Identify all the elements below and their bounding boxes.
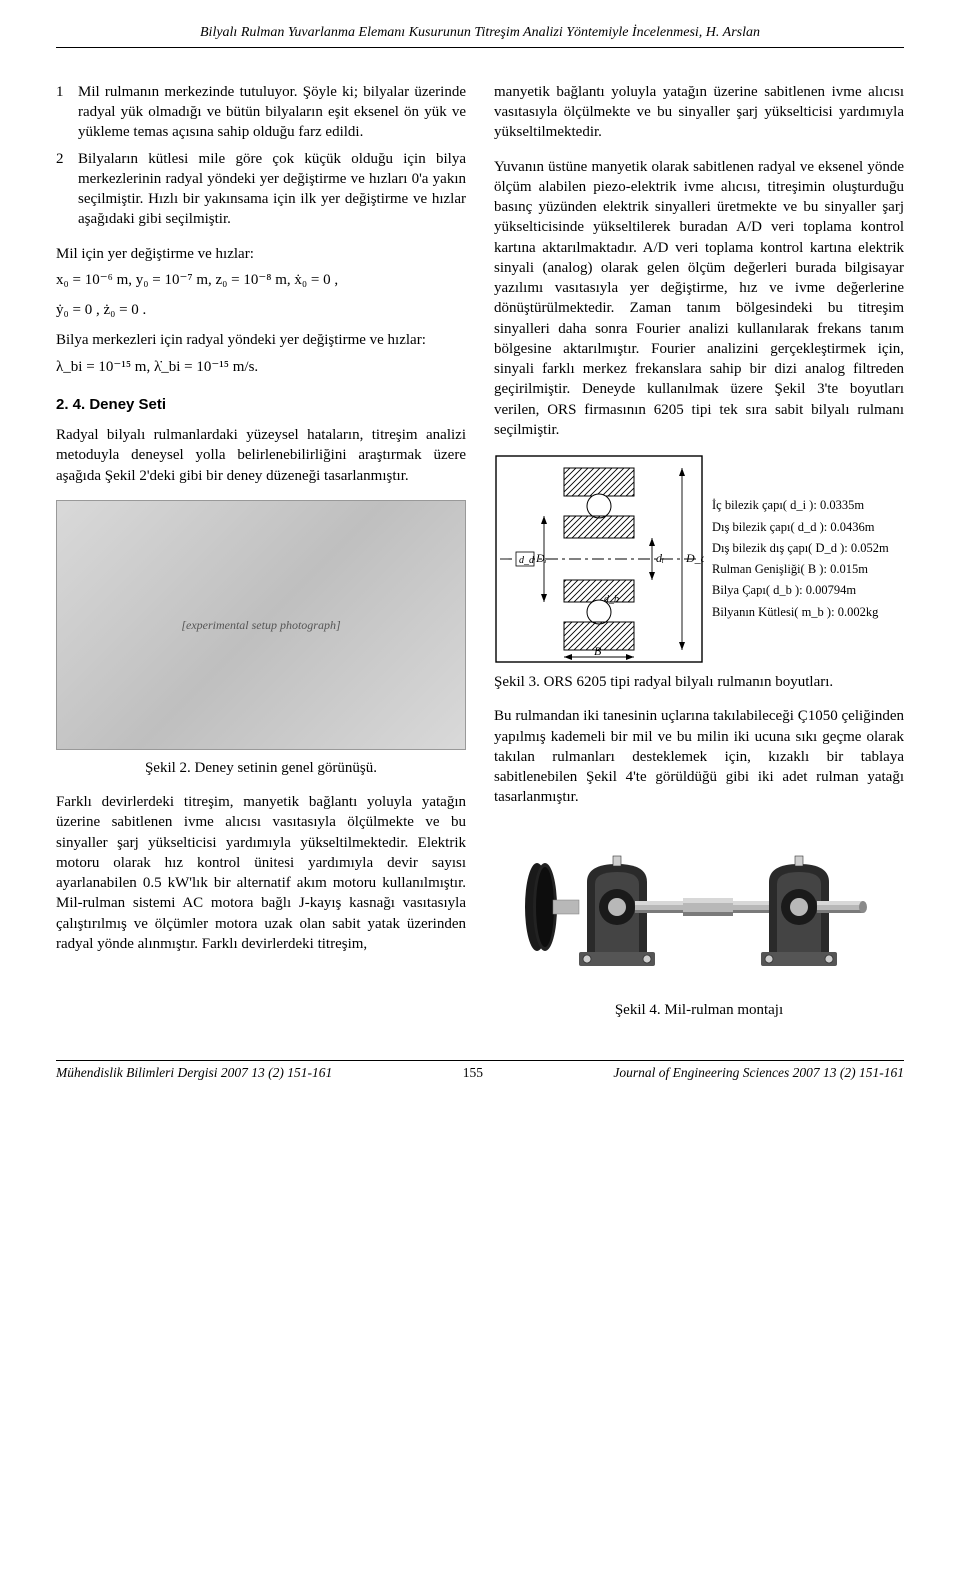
bearing-cross-section-svg: d_b d_d Dᵢ dᵢ xyxy=(494,454,704,664)
legend-label: Rulman Genişliği( B ): xyxy=(712,562,827,576)
legend-value: 0.0436m xyxy=(830,520,874,534)
legend-label: Bilyanın Kütlesi( m_b ): xyxy=(712,605,835,619)
legend-row: Rulman Genişliği( B ): 0.015m xyxy=(712,559,904,580)
equation: λ_bi = 10⁻¹⁵ m, λ̇_bi = 10⁻¹⁵ m/s. xyxy=(56,357,466,377)
bearing-legend: İç bilezik çapı( d_i ): 0.0335m Dış bile… xyxy=(712,495,904,623)
legend-row: Bilyanın Kütlesi( m_b ): 0.002kg xyxy=(712,602,904,623)
paragraph: Farklı devirlerdeki titreşim, manyetik b… xyxy=(56,792,466,954)
list-text: Mil rulmanın merkezinde tutuluyor. Şöyle… xyxy=(78,82,466,143)
paragraph: Mil için yer değiştirme ve hızlar: xyxy=(56,244,466,264)
list-number: 1 xyxy=(56,82,78,143)
shaft-assembly-svg xyxy=(499,822,899,992)
equation: ẏ₀ = 0 , ż₀ = 0 . xyxy=(56,300,466,320)
page-number: 155 xyxy=(463,1064,483,1082)
svg-text:D_d: D_d xyxy=(685,551,704,565)
legend-row: Bilya Çapı( d_b ): 0.00794m xyxy=(712,580,904,601)
list-item: 2 Bilyaların kütlesi mile göre çok küçük… xyxy=(56,149,466,230)
list-text: Bilyaların kütlesi mile göre çok küçük o… xyxy=(78,149,466,230)
list-item: 1 Mil rulmanın merkezinde tutuluyor. Şöy… xyxy=(56,82,466,143)
legend-row: Dış bilezik dış çapı( D_d ): 0.052m xyxy=(712,538,904,559)
legend-row: İç bilezik çapı( d_i ): 0.0335m xyxy=(712,495,904,516)
footer-left: Mühendislik Bilimleri Dergisi 2007 13 (2… xyxy=(56,1064,332,1082)
figure-2: [experimental setup photograph] xyxy=(56,500,466,750)
header-rule xyxy=(56,47,904,48)
svg-text:dᵢ: dᵢ xyxy=(656,551,664,565)
svg-text:d_d: d_d xyxy=(519,555,535,566)
equation: x₀ = 10⁻⁶ m, y₀ = 10⁻⁷ m, z₀ = 10⁻⁸ m, ẋ… xyxy=(56,270,466,290)
list-number: 2 xyxy=(56,149,78,230)
page-footer: Mühendislik Bilimleri Dergisi 2007 13 (2… xyxy=(56,1060,904,1082)
svg-text:Dᵢ: Dᵢ xyxy=(535,551,547,565)
legend-value: 0.0335m xyxy=(820,498,864,512)
figure-2-image-placeholder: [experimental setup photograph] xyxy=(56,500,466,750)
figure-3: d_b d_d Dᵢ dᵢ xyxy=(494,454,904,664)
legend-label: Dış bilezik çapı( d_d ): xyxy=(712,520,827,534)
footer-right: Journal of Engineering Sciences 2007 13 … xyxy=(613,1064,904,1082)
figure-3-caption: Şekil 3. ORS 6205 tipi radyal bilyalı ru… xyxy=(494,672,904,692)
figure-4-caption: Şekil 4. Mil-rulman montajı xyxy=(494,1000,904,1020)
paragraph: Bu rulmandan iki tanesinin uçlarına takı… xyxy=(494,706,904,807)
legend-value: 0.00794m xyxy=(806,583,856,597)
two-column-body: 1 Mil rulmanın merkezinde tutuluyor. Şöy… xyxy=(56,82,904,1034)
legend-label: İç bilezik çapı( d_i ): xyxy=(712,498,817,512)
paragraph: manyetik bağlantı yoluyla yatağın üzerin… xyxy=(494,82,904,143)
legend-row: Dış bilezik çapı( d_d ): 0.0436m xyxy=(712,517,904,538)
paragraph: Yuvanın üstüne manyetik olarak sabitlene… xyxy=(494,157,904,441)
legend-label: Dış bilezik dış çapı( D_d ): xyxy=(712,541,848,555)
legend-value: 0.015m xyxy=(830,562,868,576)
paragraph: Bilya merkezleri için radyal yöndeki yer… xyxy=(56,330,466,350)
paragraph: Radyal bilyalı rulmanlardaki yüzeysel ha… xyxy=(56,425,466,486)
legend-value: 0.052m xyxy=(851,541,889,555)
numbered-assumptions: 1 Mil rulmanın merkezinde tutuluyor. Şöy… xyxy=(56,82,466,230)
legend-value: 0.002kg xyxy=(838,605,879,619)
section-heading: 2. 4. Deney Seti xyxy=(56,395,466,415)
running-header: Bilyalı Rulman Yuvarlanma Elemanı Kusuru… xyxy=(56,24,904,47)
figure-2-caption: Şekil 2. Deney setinin genel görünüşü. xyxy=(56,758,466,778)
right-column: manyetik bağlantı yoluyla yatağın üzerin… xyxy=(494,82,904,1034)
left-column: 1 Mil rulmanın merkezinde tutuluyor. Şöy… xyxy=(56,82,466,1034)
svg-text:d_b: d_b xyxy=(604,594,619,605)
legend-label: Bilya Çapı( d_b ): xyxy=(712,583,803,597)
svg-text:B: B xyxy=(594,644,602,658)
